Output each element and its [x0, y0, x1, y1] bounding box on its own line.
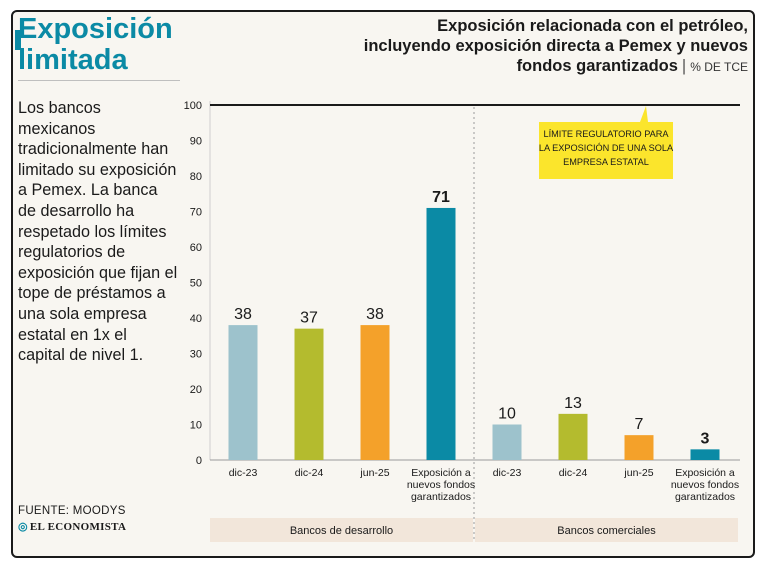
y-tick-label: 100 — [184, 100, 202, 112]
bar — [690, 449, 720, 460]
headline-divider — [18, 80, 180, 81]
headline-line-2: limitada — [18, 44, 128, 76]
bar-value-label: 71 — [432, 189, 450, 206]
chart-title-line-3: fondos garantizados |% DE TCE — [278, 56, 748, 77]
group-band — [475, 518, 738, 542]
x-category-label: jun-25 — [359, 467, 389, 479]
y-tick-label: 80 — [190, 171, 202, 183]
group-label: Bancos de desarrollo — [290, 525, 393, 537]
bar — [492, 424, 522, 460]
y-tick-label: 30 — [190, 349, 202, 361]
x-category-label: nuevos fondos — [407, 479, 475, 491]
group-band — [210, 518, 473, 542]
unit-separator: | — [681, 57, 687, 75]
x-category-label: garantizados — [675, 491, 735, 503]
y-tick-label: 10 — [190, 420, 202, 432]
x-category-label: Exposición a — [411, 467, 471, 479]
reference-callout-label: EMPRESA ESTATAL — [563, 157, 649, 167]
x-category-label: dic-23 — [493, 467, 522, 479]
bar — [426, 207, 456, 460]
bar — [360, 325, 390, 460]
bar-value-label: 10 — [498, 406, 516, 423]
bar-value-label: 3 — [701, 430, 710, 447]
bar-value-label: 38 — [366, 306, 384, 323]
chart-title-line-1: Exposición relacionada con el petróleo, — [437, 17, 748, 35]
x-category-label: dic-24 — [559, 467, 588, 479]
bar — [558, 413, 588, 460]
bar — [294, 328, 324, 460]
bar-value-label: 7 — [635, 416, 644, 433]
y-tick-label: 90 — [190, 136, 202, 148]
reference-callout-pointer — [640, 106, 648, 122]
y-tick-label: 60 — [190, 242, 202, 254]
headline: Exposición limitada — [18, 14, 188, 76]
headline-line-1: Exposición — [18, 13, 173, 45]
bar — [624, 435, 654, 460]
bar — [228, 325, 258, 460]
reference-callout-label: LÍMITE REGULATORIO PARA — [543, 129, 669, 139]
infographic-frame — [11, 10, 755, 558]
headline-accent-bar — [15, 30, 21, 50]
group-label: Bancos comerciales — [557, 525, 656, 537]
bar-value-label: 38 — [234, 306, 252, 323]
reference-callout-box — [539, 122, 673, 179]
x-category-label: Exposición a — [675, 467, 735, 479]
chart-title-line-3-text: fondos garantizados — [516, 57, 678, 75]
chart-title: Exposición relacionada con el petróleo, … — [278, 16, 748, 77]
x-category-label: dic-23 — [229, 467, 258, 479]
source-credit: FUENTE: MOODYS — [18, 505, 126, 517]
y-tick-label: 70 — [190, 207, 202, 219]
chart-unit: % DE TCE — [690, 60, 748, 74]
body-text: Los bancos mexicanos tradicionalmente ha… — [18, 99, 178, 365]
y-tick-label: 50 — [190, 278, 202, 290]
bar-value-label: 13 — [564, 395, 582, 412]
x-category-label: jun-25 — [623, 467, 653, 479]
y-tick-label: 0 — [196, 455, 202, 467]
reference-callout-label: LA EXPOSICIÓN DE UNA SOLA — [539, 143, 674, 153]
x-category-label: garantizados — [411, 491, 471, 503]
x-category-label: dic-24 — [295, 467, 324, 479]
brand-credit: ◎ EL ECONOMISTA — [18, 520, 126, 533]
y-tick-label: 20 — [190, 384, 202, 396]
chart-title-line-2: incluyendo exposición directa a Pemex y … — [363, 37, 748, 55]
bar-value-label: 37 — [300, 310, 318, 327]
x-category-label: nuevos fondos — [671, 479, 739, 491]
brand-name: EL ECONOMISTA — [29, 521, 127, 533]
y-tick-label: 40 — [190, 313, 202, 325]
brand-logo-icon: ◎ — [18, 521, 28, 533]
